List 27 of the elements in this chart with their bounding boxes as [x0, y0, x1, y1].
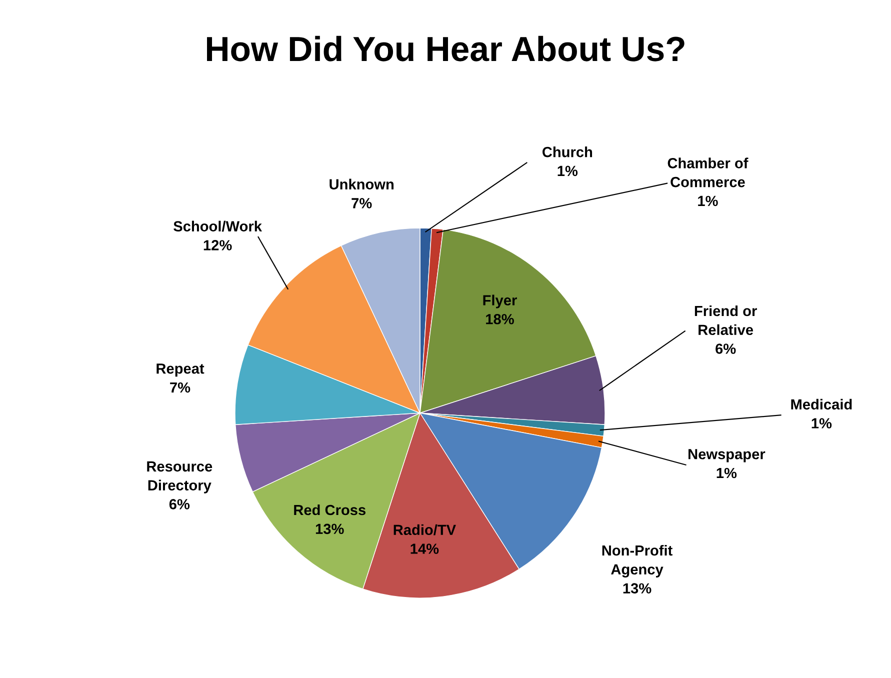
slice-label: Newspaper	[688, 449, 766, 462]
slice-label: Red Cross	[294, 504, 366, 516]
data-label: 7%	[170, 382, 190, 393]
slice-label: Repeat	[156, 364, 204, 377]
chart-title: How Did You Hear About Us?	[207, 36, 684, 62]
slice-label: Flyer	[483, 294, 517, 308]
slice-label: Radio/TV	[394, 524, 456, 536]
slice-label: Unknown	[330, 178, 394, 190]
slice-label: Non-Profit Agency	[602, 544, 672, 578]
slice-label: Church	[542, 146, 592, 158]
data-label: 18%	[486, 314, 514, 324]
data-label: 7%	[352, 198, 372, 208]
data-label: 1%	[698, 196, 718, 206]
data-label: 12%	[204, 240, 232, 250]
slice-label: Resource Directory	[147, 461, 212, 494]
slice-label: Friend or Relative	[694, 305, 757, 336]
slice-label: Medicaid	[791, 398, 852, 410]
slice-label: Chamber of Commerce	[668, 158, 748, 188]
data-label: 1%	[716, 468, 737, 478]
data-label: 1%	[812, 418, 832, 428]
data-label: 13%	[623, 583, 652, 594]
data-label: 6%	[169, 499, 190, 510]
data-label: 6%	[716, 344, 736, 354]
data-label: 1%	[558, 166, 578, 176]
data-label: 14%	[410, 544, 439, 554]
slice-label: School/Work	[174, 220, 262, 232]
data-label: 13%	[316, 524, 344, 534]
